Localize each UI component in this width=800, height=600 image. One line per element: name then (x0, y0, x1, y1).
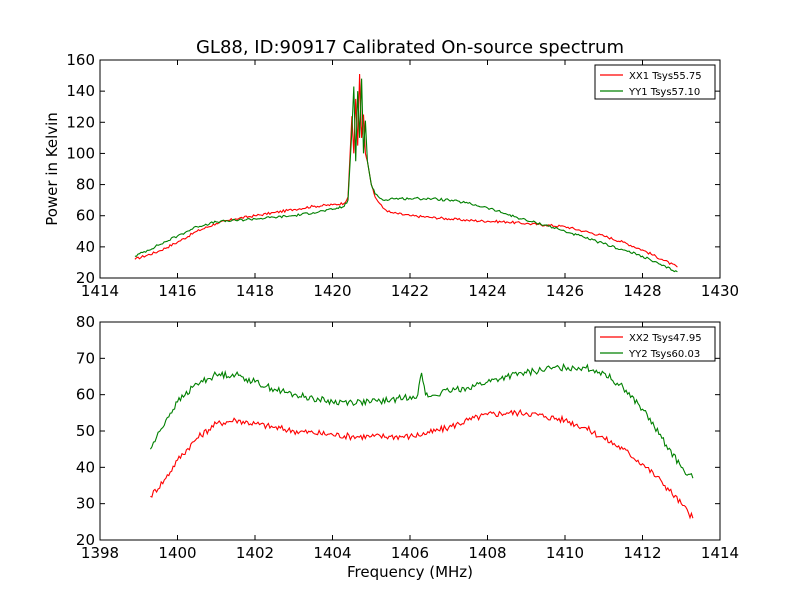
bottom-series-line-1 (150, 408, 694, 520)
bottom-legend-label-1: XX2 Tsys47.95 (629, 333, 702, 344)
bottom-x-tick-label: 1410 (546, 544, 584, 562)
bottom-y-tick-label: 50 (76, 422, 95, 440)
bottom-x-tick-label: 1402 (236, 544, 274, 562)
top-y-tick-label: 120 (66, 113, 95, 131)
bottom-x-tick-label: 1404 (313, 544, 351, 562)
bottom-series-line-2 (149, 362, 694, 479)
top-x-tick-label: 1428 (623, 282, 661, 300)
top-x-tick-label: 1416 (158, 282, 196, 300)
bottom-y-tick-label: 20 (76, 531, 95, 549)
bottom-x-tick-label: 1406 (391, 544, 429, 562)
bottom-x-tick-label: 1398 (81, 544, 119, 562)
bottom-y-tick-label: 70 (76, 349, 95, 367)
bottom-legend-label-2: YY2 Tsys60.03 (628, 349, 700, 360)
bottom-legend-box (594, 326, 716, 362)
bottom-y-tick-label: 30 (76, 495, 95, 513)
bottom-y-tick-label: 40 (76, 458, 95, 476)
top-y-tick-label: 60 (76, 207, 95, 225)
top-legend-label-1: XX1 Tsys55.75 (629, 71, 702, 82)
figure-title: GL88, ID:90917 Calibrated On-source spec… (196, 37, 624, 58)
top-y-axis-label: Power in Kelvin (43, 112, 61, 226)
top-y-tick-label: 80 (76, 176, 95, 194)
top-x-tick-label: 1418 (236, 282, 274, 300)
bottom-x-tick-label: 1408 (468, 544, 506, 562)
top-y-tick-label: 160 (66, 51, 95, 69)
top-legend-label-2: YY1 Tsys57.10 (628, 87, 700, 98)
top-x-tick-label: 1422 (391, 282, 429, 300)
bottom-legend: XX2 Tsys47.95 YY2 Tsys60.03 (594, 326, 716, 362)
bottom-y-tick-label: 80 (76, 313, 95, 331)
top-x-tick-label: 1424 (468, 282, 506, 300)
top-y-tick-label: 140 (66, 82, 95, 100)
bottom-x-axis-label: Frequency (MHz) (347, 563, 473, 581)
top-x-tick-label: 1420 (313, 282, 351, 300)
top-legend: XX1 Tsys55.75 YY1 Tsys57.10 (594, 64, 716, 100)
top-x-tick-label: 1426 (546, 282, 584, 300)
top-y-tick-label: 20 (76, 269, 95, 287)
bottom-y-tick-label: 60 (76, 386, 95, 404)
bottom-x-tick-label: 1414 (701, 544, 739, 562)
top-y-tick-label: 100 (66, 144, 95, 162)
top-series-line-2 (134, 78, 678, 273)
top-x-tick-label: 1414 (81, 282, 119, 300)
top-series-line-1 (134, 73, 678, 268)
bottom-chart-panel: Frequency (MHz) 1398 1400 1402 1404 1406 1408… (76, 313, 739, 581)
top-legend-box (594, 64, 716, 100)
top-x-tick-label: 1430 (701, 282, 739, 300)
top-chart-panel: Power in Kelvin 1414 1416 1418 1420 1422 1424… (43, 51, 739, 300)
top-y-tick-label: 40 (76, 238, 95, 256)
bottom-x-tick-label: 1400 (158, 544, 196, 562)
bottom-x-tick-label: 1412 (623, 544, 661, 562)
